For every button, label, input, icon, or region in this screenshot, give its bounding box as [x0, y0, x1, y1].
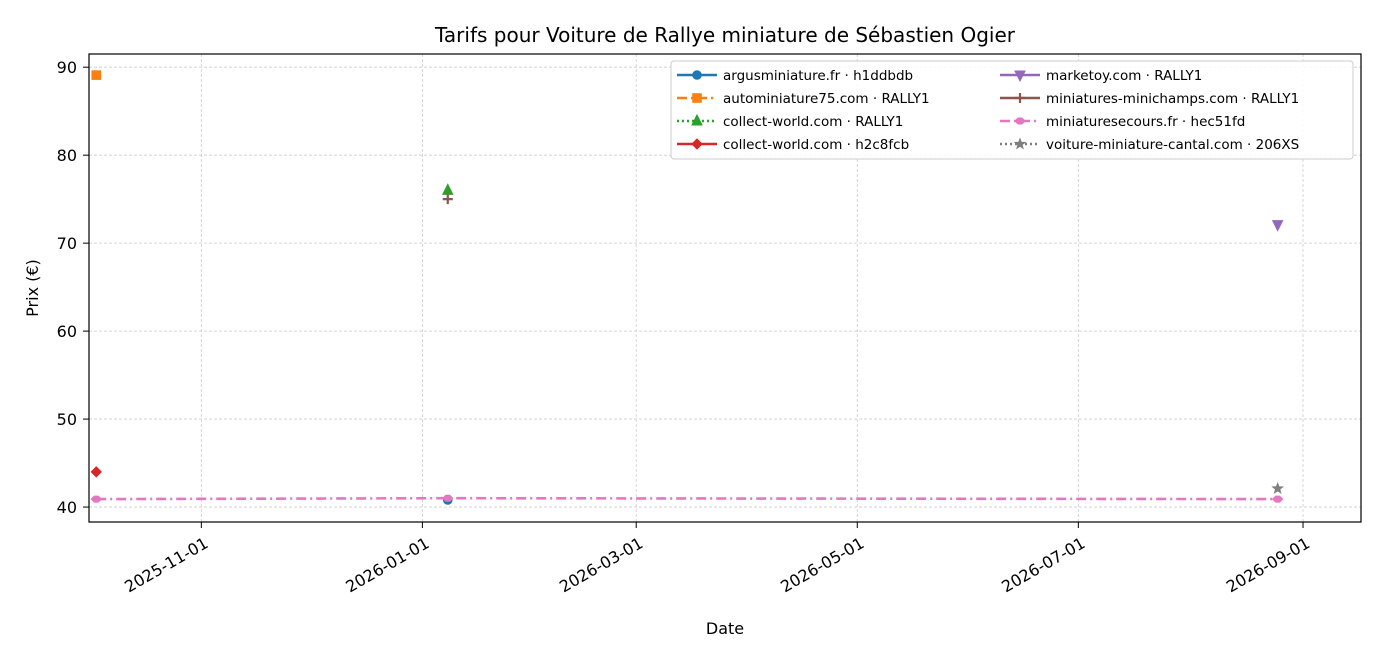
- data-point: [1271, 495, 1284, 503]
- legend-box: [670, 60, 1354, 160]
- legend-label: argusminiature.fr · h1ddbdb: [723, 68, 913, 84]
- data-point: [90, 495, 102, 503]
- legend-marker: [1013, 137, 1027, 150]
- legend-entry: collect-world.com · RALLY1: [677, 113, 903, 130]
- legend-entry: autominiature75.com · RALLY1: [677, 91, 930, 107]
- legend-marker: [1014, 117, 1026, 125]
- series-7: [1271, 481, 1284, 494]
- series-layer: [90, 70, 1284, 505]
- y-axis-title: Prix (€): [23, 259, 42, 317]
- x-tick-label: 2025-11-01: [121, 533, 211, 596]
- legend-marker: [692, 70, 702, 80]
- series-3: [90, 466, 102, 478]
- series-line: [96, 496, 1278, 501]
- legend-marker: [1014, 70, 1026, 83]
- legend-label: marketoy.com · RALLY1: [1046, 68, 1202, 84]
- data-point: [90, 466, 102, 478]
- plot-frame: [88, 53, 1362, 523]
- x-tick-label: 2026-09-01: [1223, 533, 1313, 596]
- x-axis-title: Date: [706, 619, 744, 638]
- series-1: [91, 70, 102, 80]
- legend-marker: [691, 113, 703, 126]
- legend-label: miniaturesecours.fr · hec51fd: [1046, 114, 1245, 130]
- data-point: [91, 70, 102, 80]
- legend-entry: miniatures-minichamps.com · RALLY1: [1000, 91, 1299, 107]
- data-point: [442, 494, 454, 502]
- data-point: [1271, 220, 1284, 232]
- chart-title: Tarifs pour Voiture de Rallye miniature …: [434, 23, 1016, 47]
- legend-entry: marketoy.com · RALLY1: [1000, 68, 1202, 84]
- y-tick-label: 60: [57, 322, 77, 341]
- series-4: [1271, 220, 1284, 232]
- series-2: [441, 183, 454, 195]
- legend-marker: [1015, 93, 1025, 103]
- legend-label: collect-world.com · RALLY1: [723, 114, 903, 130]
- y-tick-label: 70: [57, 234, 77, 253]
- legend-entry: miniaturesecours.fr · hec51fd: [1000, 114, 1245, 130]
- data-point: [1271, 481, 1284, 494]
- x-tick-label: 2026-03-01: [556, 533, 646, 596]
- series-6: [90, 494, 1284, 503]
- x-axis: 2025-11-01 2026-01-01 2026-03-01 2026-05-01…: [121, 522, 1313, 596]
- x-tick-label: 2026-07-01: [998, 533, 1088, 596]
- y-tick-label: 80: [57, 146, 77, 165]
- x-tick-label: 2026-01-01: [342, 533, 432, 596]
- y-tick-label: 50: [57, 410, 77, 429]
- legend-label: autominiature75.com · RALLY1: [723, 91, 930, 107]
- legend-entry: voiture-miniature-cantal.com · 206XS: [1000, 137, 1299, 153]
- legend-marker: [692, 93, 702, 103]
- series-5: [442, 194, 453, 205]
- legend-label: miniatures-minichamps.com · RALLY1: [1046, 91, 1299, 107]
- y-tick-label: 90: [57, 58, 77, 77]
- data-point: [441, 183, 454, 195]
- legend-entry: argusminiature.fr · h1ddbdb: [677, 68, 913, 84]
- legend-label: collect-world.com · h2c8fcb: [723, 137, 909, 153]
- legend: argusminiature.fr · h1ddbdb autominiature…: [670, 60, 1354, 160]
- data-point: [442, 194, 453, 205]
- x-tick-label: 2026-05-01: [777, 533, 867, 596]
- legend-label: voiture-miniature-cantal.com · 206XS: [1046, 137, 1299, 153]
- y-axis: 40 50 60 70 80 90: [57, 58, 89, 517]
- legend-marker: [691, 138, 703, 150]
- y-tick-label: 40: [57, 498, 77, 517]
- legend-entry: collect-world.com · h2c8fcb: [677, 137, 909, 153]
